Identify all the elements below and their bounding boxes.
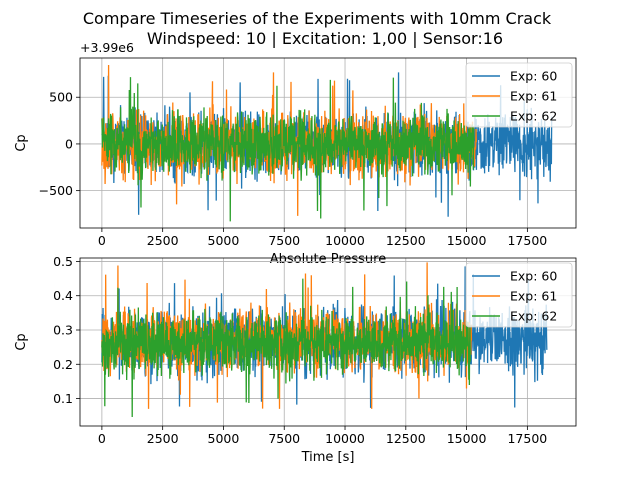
x-tick-label: 0 — [98, 233, 106, 248]
y-tick-label: 0.3 — [53, 323, 73, 338]
axes-frame — [79, 257, 577, 427]
legend-label: Exp: 62 — [510, 109, 557, 124]
x-tick-label: 10000 — [325, 233, 365, 248]
x-tick-label: 17500 — [507, 431, 547, 446]
series-line-62 — [101, 278, 471, 417]
legend-box — [465, 62, 573, 128]
y-tick-label: 0 — [65, 136, 73, 151]
y-axis-label: Cp — [14, 134, 29, 151]
legend-label: Exp: 62 — [510, 309, 557, 324]
x-tick-label: 15000 — [447, 233, 487, 248]
y-tick-label: 0.2 — [53, 357, 73, 372]
x-tick-label: 0 — [98, 431, 106, 446]
subplot-time: 0 2500 5000 7500 10000 12500 15000 17500 0.1 0.2 0… — [14, 254, 577, 465]
x-tick-label: 12500 — [386, 431, 426, 446]
x-tick-label: 2500 — [147, 431, 179, 446]
x-tick-label: 15000 — [447, 431, 487, 446]
x-tick-label: 10000 — [325, 431, 365, 446]
x-tick-label: 7500 — [268, 233, 300, 248]
x-tick-label: 2500 — [147, 233, 179, 248]
legend-label: Exp: 61 — [510, 89, 557, 104]
y-tick-label: 0.1 — [53, 391, 73, 406]
legend-box — [465, 262, 573, 328]
figure-title-line2: Windspeed: 10 | Excitation: 1,00 | Senso… — [147, 29, 503, 48]
y-axis-label: Cp — [14, 333, 29, 350]
figure-title-line1: Compare Timeseries of the Experiments wi… — [83, 9, 552, 28]
x-tick-label: 5000 — [208, 431, 240, 446]
x-tick-label: 5000 — [208, 233, 240, 248]
x-tick-label: 17500 — [507, 233, 547, 248]
y-tick-label: 0.5 — [53, 254, 73, 269]
legend: Exp: 60 Exp: 61 Exp: 62 — [465, 262, 573, 328]
axes-frame — [79, 57, 577, 229]
y-tick-label: −500 — [39, 183, 73, 198]
series-line-62 — [101, 77, 475, 222]
y-offset-text: +3.99e6 — [80, 40, 134, 55]
y-tick-label: 0.4 — [53, 288, 73, 303]
x-axis-label: Time [s] — [301, 450, 355, 465]
legend-label: Exp: 60 — [510, 269, 557, 284]
subplot-absolute-pressure: 0 2500 5000 7500 10000 12500 15000 17500 −500 0 50… — [14, 40, 577, 267]
x-axis-label: Absolute Pressure — [270, 252, 386, 267]
x-tick-label: 7500 — [268, 431, 300, 446]
legend: Exp: 60 Exp: 61 Exp: 62 — [465, 62, 573, 128]
x-tick-label: 12500 — [386, 233, 426, 248]
legend-label: Exp: 61 — [510, 289, 557, 304]
y-tick-label: 500 — [49, 90, 73, 105]
legend-label: Exp: 60 — [510, 69, 557, 84]
